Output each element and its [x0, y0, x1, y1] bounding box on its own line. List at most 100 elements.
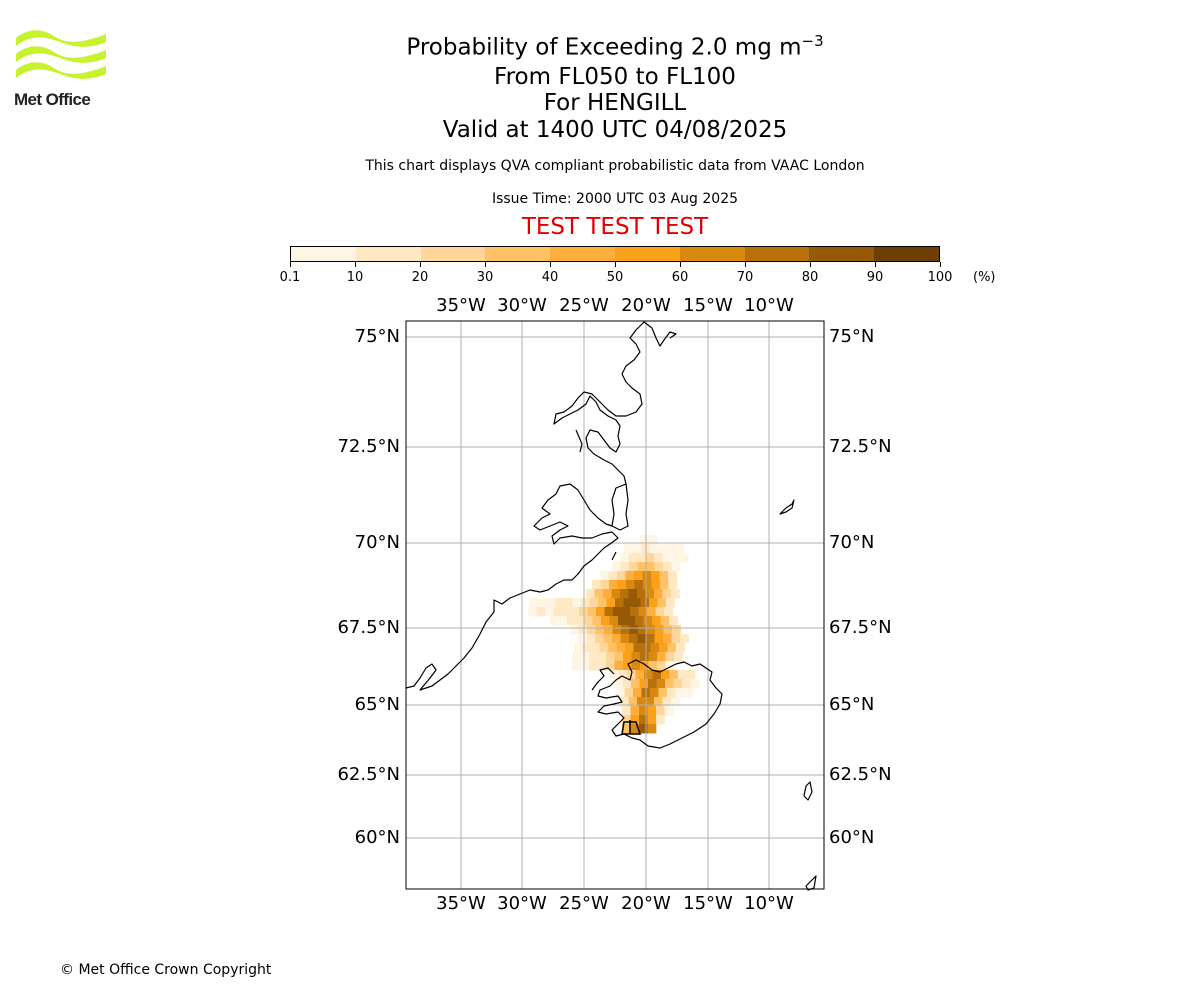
- plume-cell: [644, 670, 653, 680]
- plume-cell: [637, 553, 646, 563]
- plume-cell: [634, 571, 643, 581]
- plume-cell: [690, 679, 700, 689]
- latitude-label-left: 62.5°N: [337, 764, 400, 785]
- shetland-islands: [805, 875, 817, 891]
- plume-cell: [620, 589, 629, 599]
- plume-cell: [630, 724, 640, 734]
- plume-cell: [587, 625, 596, 635]
- coastlines: [405, 321, 817, 891]
- plume-cell: [639, 715, 648, 725]
- plume-cell: [663, 634, 672, 644]
- longitude-label-bottom: 10°W: [744, 893, 794, 914]
- plume-cell: [635, 616, 644, 626]
- latitude-label-right: 70°N: [829, 532, 875, 553]
- colorbar-segment: [550, 247, 615, 261]
- plume-cell: [610, 670, 619, 680]
- plume-cell: [572, 652, 581, 662]
- plume-cell: [528, 607, 537, 617]
- colorbar-tick: [875, 262, 876, 267]
- plume-cell: [630, 706, 640, 716]
- greenland-east-coast: [405, 321, 677, 691]
- plume-cell: [601, 616, 610, 626]
- test-banner: TEST TEST TEST: [521, 214, 709, 240]
- plume-cell: [622, 706, 631, 716]
- plume-cell: [664, 706, 674, 716]
- plume-cell: [620, 634, 630, 644]
- hengill-source-marker: [621, 720, 642, 735]
- plume-cell: [620, 553, 629, 563]
- plume-cell: [580, 661, 590, 671]
- plume-cell: [558, 616, 568, 626]
- plume-cell: [648, 679, 657, 689]
- colorbar-tick: [290, 262, 291, 267]
- plume-cell: [623, 598, 633, 608]
- plume-cell: [656, 715, 665, 725]
- plume-cell: [616, 643, 626, 653]
- plume-cell: [581, 598, 590, 608]
- plume-cell: [612, 634, 621, 644]
- plume-cell: [639, 706, 648, 716]
- plume-cell: [578, 634, 587, 644]
- latitude-label-right: 65°N: [829, 694, 875, 715]
- plume-cell: [674, 652, 683, 662]
- plume-cell: [652, 616, 661, 626]
- colorbar-tick: [680, 262, 681, 267]
- plume-cell: [648, 652, 658, 662]
- longitude-label-bottom: 15°W: [683, 893, 733, 914]
- plume-cell: [657, 661, 666, 671]
- plume-cell: [649, 598, 658, 608]
- plume-cell: [598, 598, 607, 608]
- plume-cell: [567, 616, 576, 626]
- plume-cell: [671, 634, 681, 644]
- plume-cell: [613, 607, 622, 617]
- plume-cell: [622, 724, 631, 734]
- plume-cell: [645, 553, 655, 563]
- colorbar-tick-label: 70: [736, 270, 754, 285]
- plume-cell: [603, 589, 612, 599]
- title-text: Probability of Exceeding 2.0 mg m: [406, 34, 802, 61]
- plume-cell: [609, 580, 618, 590]
- plume-cell: [660, 616, 670, 626]
- plume-cell: [630, 607, 639, 617]
- plume-cell: [547, 598, 556, 608]
- longitude-label-top: 30°W: [497, 295, 547, 316]
- plume-cell: [589, 661, 598, 671]
- plume-cell: [606, 661, 615, 671]
- plume-cell: [617, 571, 626, 581]
- plume-cell: [591, 643, 600, 653]
- plume-cell: [536, 607, 546, 617]
- plume-cell: [637, 562, 647, 572]
- plume-cell: [578, 625, 588, 635]
- plume-cell: [650, 643, 660, 653]
- plume-cell: [623, 661, 632, 671]
- longitude-label-top: 15°W: [683, 295, 733, 316]
- plume-cell: [651, 571, 660, 581]
- plume-cell: [659, 643, 668, 653]
- plume-cell: [671, 553, 680, 563]
- plume-cell: [659, 571, 669, 581]
- colorbar-tick-label: 80: [801, 270, 819, 285]
- plume-cell: [669, 616, 678, 626]
- plume-cell: [671, 697, 680, 707]
- plume-cell: [675, 688, 685, 698]
- plume-cell: [651, 580, 661, 590]
- latitude-label-right: 72.5°N: [829, 436, 892, 457]
- plume-cell: [611, 589, 621, 599]
- plume-cell: [596, 607, 605, 617]
- plume-cell: [617, 580, 627, 590]
- logo-text: Met Office: [14, 90, 91, 109]
- plume-cell: [599, 643, 609, 653]
- ash-probability-plume: [528, 535, 700, 734]
- colorbar-tick-label: 60: [671, 270, 689, 285]
- plume-cell: [634, 580, 644, 590]
- plume-cell: [638, 625, 647, 635]
- colorbar-tick: [550, 262, 551, 267]
- plume-cell: [630, 715, 640, 725]
- plume-cell: [589, 598, 599, 608]
- plume-cell: [666, 598, 675, 608]
- plume-cell: [592, 580, 601, 590]
- plume-cell: [633, 688, 642, 698]
- plume-cell: [530, 598, 539, 608]
- met-office-waves-icon: [16, 30, 106, 79]
- latitude-label-left: 65°N: [354, 694, 400, 715]
